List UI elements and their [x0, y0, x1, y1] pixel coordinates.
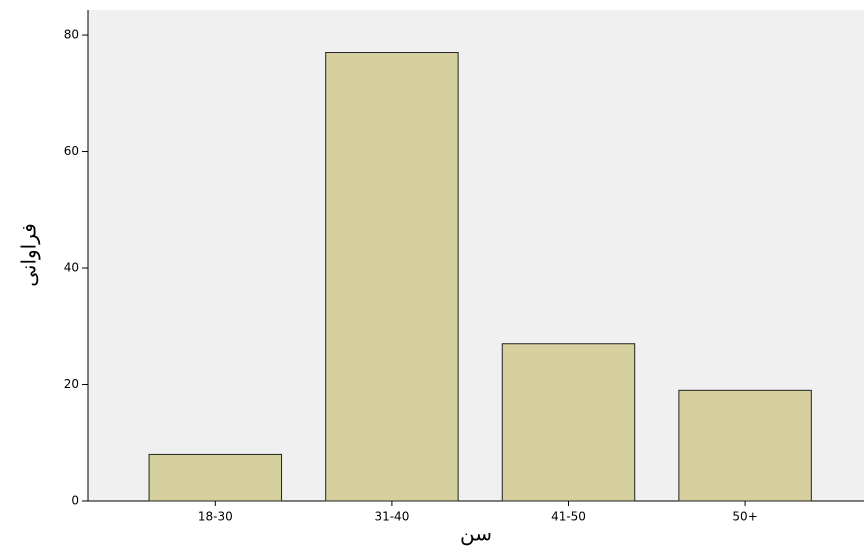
x-tick-label: 18-30: [198, 510, 233, 524]
bar: [326, 53, 458, 501]
chart: فراوانی سن 0 20 40 60 80 18-30 31-40 41-50 50+: [0, 0, 864, 549]
y-axis-label: فراوانی: [17, 223, 41, 287]
x-tick-label: 41-50: [551, 510, 586, 524]
bar: [502, 344, 634, 501]
x-tick-label: 50+: [732, 510, 757, 524]
bar: [679, 390, 811, 501]
y-tick-label: 20: [64, 377, 79, 391]
x-axis-label: سن: [460, 522, 492, 546]
bar: [149, 454, 281, 501]
y-tick-label: 60: [64, 144, 79, 158]
y-tick-label: 40: [64, 261, 79, 275]
x-tick-label: 31-40: [374, 510, 409, 524]
y-tick-label: 0: [71, 494, 79, 508]
y-tick-label: 80: [64, 28, 79, 42]
